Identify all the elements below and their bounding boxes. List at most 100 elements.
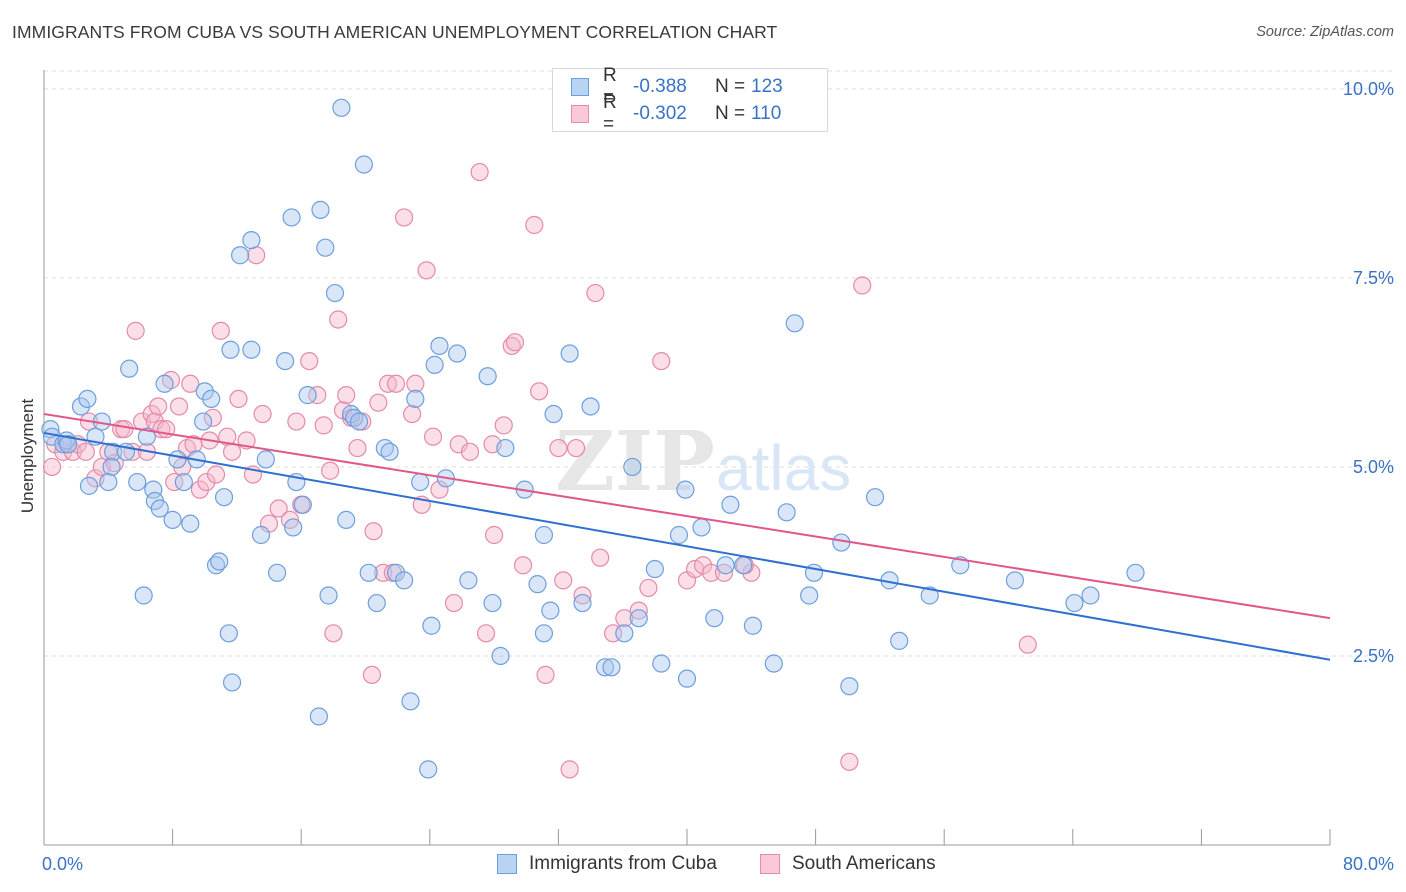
point-south-americans <box>853 276 872 295</box>
point-cuba <box>777 503 796 522</box>
point-cuba <box>168 450 187 469</box>
point-south-americans <box>149 397 168 416</box>
point-cuba <box>677 669 697 688</box>
r-value: -0.302 <box>633 103 687 124</box>
n-value: 110 <box>751 103 782 124</box>
point-cuba <box>652 654 671 673</box>
point-cuba <box>448 344 467 363</box>
point-cuba <box>602 658 621 677</box>
point-cuba <box>150 499 169 518</box>
point-cuba <box>785 314 804 333</box>
point-south-americans <box>549 438 568 458</box>
point-south-americans <box>369 393 388 412</box>
point-cuba <box>71 397 91 416</box>
legend-swatch-cuba <box>571 78 589 96</box>
point-cuba <box>128 472 147 492</box>
point-cuba <box>743 616 763 635</box>
point-south-americans <box>591 548 610 567</box>
point-south-americans <box>169 397 189 416</box>
point-cuba <box>1065 593 1084 613</box>
point-cuba <box>629 609 648 628</box>
source-label: Source: ZipAtlas.com <box>1256 24 1394 40</box>
point-cuba <box>221 340 240 359</box>
legend-swatch-south-americans <box>760 854 780 874</box>
trendline-cuba <box>43 431 1331 661</box>
point-south-americans <box>314 416 333 435</box>
point-cuba <box>411 472 430 492</box>
point-cuba <box>325 283 345 303</box>
point-cuba <box>332 98 351 117</box>
point-cuba <box>676 480 695 499</box>
point-cuba <box>214 488 234 507</box>
point-cuba <box>231 246 250 265</box>
point-cuba <box>615 624 634 643</box>
point-south-americans <box>253 404 272 424</box>
point-south-americans <box>485 525 504 545</box>
point-south-americans <box>300 351 319 371</box>
r-value: -0.388 <box>633 76 687 97</box>
point-south-americans <box>615 609 634 628</box>
point-cuba <box>120 359 139 378</box>
point-cuba <box>155 374 174 393</box>
point-south-americans <box>229 389 248 409</box>
y-tick-label: 10.0% <box>1343 79 1394 99</box>
point-south-americans <box>321 461 340 480</box>
n-value: 123 <box>751 76 783 97</box>
point-south-americans <box>639 578 658 598</box>
point-south-americans <box>203 408 222 427</box>
chart-title: IMMIGRANTS FROM CUBA VS SOUTH AMERICAN U… <box>12 22 778 42</box>
point-south-americans <box>714 563 734 582</box>
stats-legend-row-south-americans: R = -0.302 N = 110 <box>571 92 782 135</box>
point-south-americans <box>505 333 525 352</box>
point-south-americans <box>417 261 436 280</box>
point-south-americans <box>586 283 605 303</box>
point-cuba <box>337 510 356 529</box>
point-cuba <box>920 586 939 605</box>
point-cuba <box>174 472 193 492</box>
point-cuba <box>478 367 497 386</box>
point-south-americans <box>629 601 648 620</box>
legend-item-cuba[interactable]: Immigrants from Cuba <box>497 850 717 878</box>
point-cuba <box>242 231 261 250</box>
point-cuba <box>181 514 200 533</box>
point-cuba <box>1081 586 1100 605</box>
point-south-americans <box>42 457 62 477</box>
legend-item-south-americans[interactable]: South Americans <box>760 850 936 878</box>
point-cuba <box>581 397 600 416</box>
point-cuba <box>137 427 156 446</box>
point-south-americans <box>76 442 95 461</box>
point-cuba <box>541 601 560 620</box>
point-cuba <box>800 586 819 605</box>
y-tick-label: 2.5% <box>1353 646 1394 666</box>
x-tick-label: 0.0% <box>42 854 83 874</box>
point-cuba <box>267 563 287 582</box>
point-south-americans <box>1018 635 1037 654</box>
point-cuba <box>496 438 515 458</box>
y-tick-label: 7.5% <box>1353 268 1394 288</box>
point-south-americans <box>430 480 449 499</box>
point-cuba <box>459 571 478 590</box>
point-cuba <box>764 654 783 673</box>
watermark-zip: ZIP <box>555 414 715 510</box>
point-south-americans <box>206 465 226 484</box>
point-cuba <box>534 624 554 643</box>
point-south-americans <box>324 624 343 643</box>
point-south-americans <box>444 593 464 613</box>
point-cuba <box>359 563 378 582</box>
point-cuba <box>1005 571 1025 590</box>
point-cuba <box>645 559 664 579</box>
point-cuba <box>716 556 735 575</box>
point-south-americans <box>554 571 573 590</box>
point-cuba <box>134 586 153 605</box>
point-cuba <box>422 616 441 635</box>
x-tick-label: 80.0% <box>1343 854 1394 874</box>
point-cuba <box>354 155 373 174</box>
point-south-americans <box>394 208 414 227</box>
point-south-americans <box>211 321 230 340</box>
point-south-americans <box>197 472 216 492</box>
point-cuba <box>309 707 328 726</box>
point-south-americans <box>386 374 406 393</box>
point-cuba <box>380 442 399 461</box>
y-axis-label: Unemployment <box>18 398 37 514</box>
